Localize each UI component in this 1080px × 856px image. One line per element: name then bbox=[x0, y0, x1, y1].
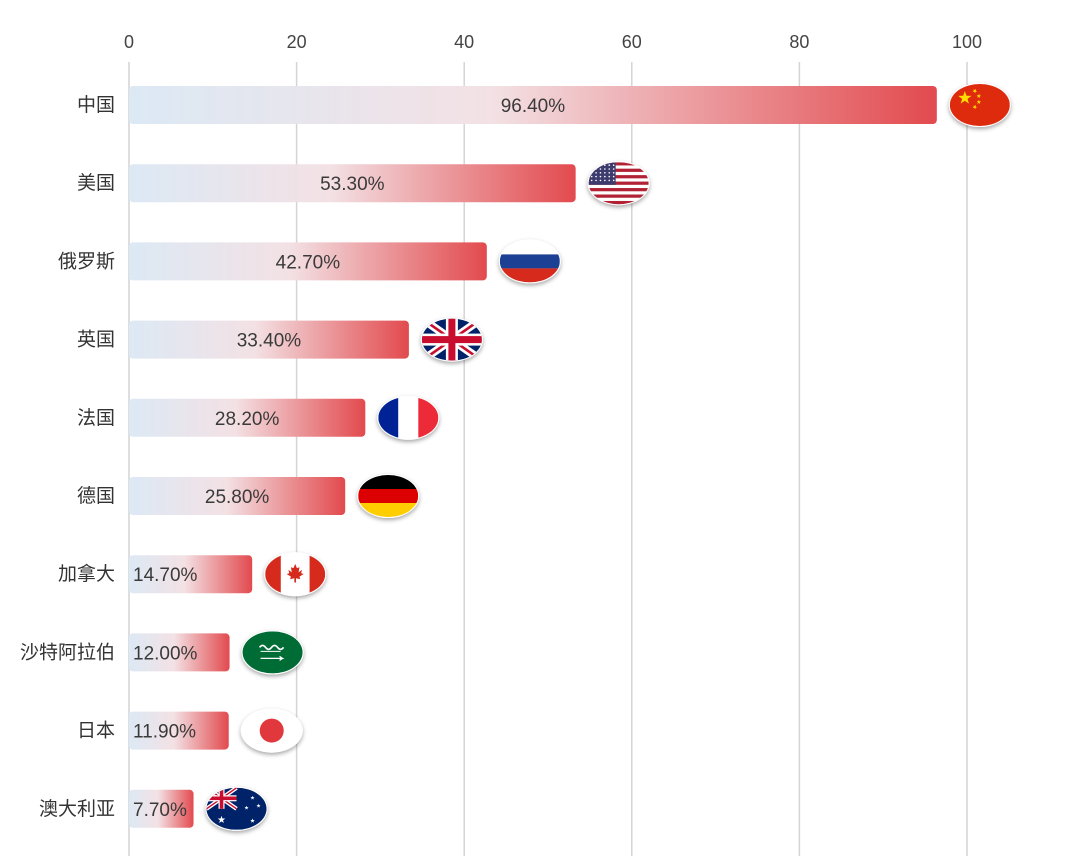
australia-flag bbox=[205, 786, 268, 831]
x-tick-label: 20 bbox=[287, 32, 307, 52]
uk-flag bbox=[420, 317, 483, 362]
x-tick-label: 80 bbox=[789, 32, 809, 52]
value-label: 25.80% bbox=[205, 487, 270, 508]
bar bbox=[129, 320, 409, 359]
value-label: 53.30% bbox=[320, 174, 385, 195]
bar bbox=[129, 164, 576, 203]
bar bbox=[129, 398, 366, 437]
x-tick-label: 100 bbox=[952, 32, 982, 52]
category-label: 法国 bbox=[77, 407, 115, 429]
value-label: 7.70% bbox=[133, 800, 187, 821]
category-label: 中国 bbox=[77, 94, 115, 116]
value-label: 42.70% bbox=[276, 252, 341, 273]
value-label: 33.40% bbox=[237, 331, 302, 352]
bar bbox=[129, 477, 346, 515]
germany-flag bbox=[357, 474, 420, 518]
category-label: 沙特阿拉伯 bbox=[20, 641, 115, 663]
category-label: 日本 bbox=[77, 720, 115, 742]
category-label: 英国 bbox=[77, 329, 115, 351]
bar bbox=[129, 711, 229, 750]
bar bbox=[129, 242, 487, 281]
saudi-arabia-flag bbox=[241, 630, 304, 675]
category-label: 德国 bbox=[77, 485, 115, 507]
bar bbox=[129, 555, 253, 594]
value-label: 14.70% bbox=[133, 565, 198, 586]
category-label: 澳大利亚 bbox=[39, 798, 115, 820]
x-tick-label: 60 bbox=[622, 32, 642, 52]
usa-flag bbox=[587, 161, 650, 206]
value-label: 96.40% bbox=[501, 96, 566, 117]
russia-flag bbox=[498, 239, 561, 284]
category-label: 俄罗斯 bbox=[58, 250, 115, 272]
value-label: 12.00% bbox=[133, 643, 198, 664]
value-label: 11.90% bbox=[133, 722, 196, 743]
france-flag bbox=[377, 395, 440, 440]
bar bbox=[129, 86, 937, 124]
bar bbox=[129, 789, 194, 828]
japan-flag bbox=[240, 708, 303, 753]
category-label: 加拿大 bbox=[58, 562, 115, 585]
canada-flag bbox=[264, 552, 327, 597]
category-label: 美国 bbox=[77, 172, 115, 194]
x-tick-label: 0 bbox=[124, 32, 134, 52]
china-flag bbox=[948, 83, 1011, 127]
value-label: 28.20% bbox=[215, 409, 280, 430]
bar bbox=[129, 633, 230, 672]
x-tick-label: 40 bbox=[454, 32, 474, 52]
